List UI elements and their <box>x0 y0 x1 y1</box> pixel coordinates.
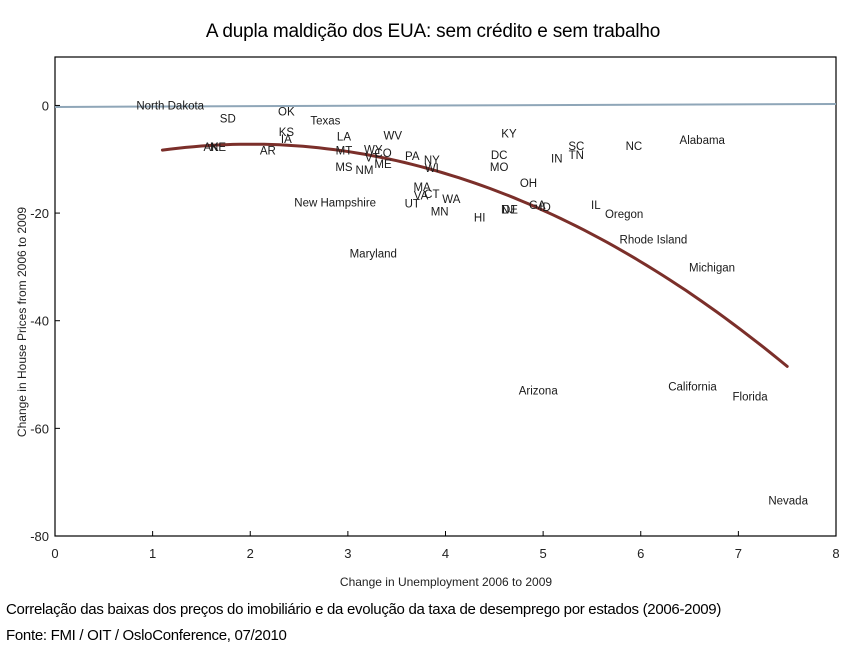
point-label: CT <box>424 189 439 201</box>
point-label: MA <box>413 182 431 194</box>
point-label: DC <box>491 150 508 162</box>
point-label: Maryland <box>350 248 397 260</box>
y-tick-label: -60 <box>30 421 49 436</box>
trend-curve <box>160 142 789 368</box>
point-label: SC <box>568 141 584 153</box>
x-tick-label: 7 <box>735 546 742 561</box>
x-tick-label: 0 <box>51 546 58 561</box>
point-label: Texas <box>310 116 340 128</box>
point-label: Rhode Island <box>620 234 688 246</box>
point-label: DE <box>502 204 518 216</box>
x-tick-label: 3 <box>344 546 351 561</box>
point-label: MN <box>431 206 449 218</box>
point-label: AR <box>260 146 276 158</box>
y-tick-label: 0 <box>42 98 49 113</box>
point-label: New Hampshire <box>294 197 376 209</box>
point-label: GA <box>529 200 546 212</box>
point-label: Florida <box>733 392 769 404</box>
point-label: NE <box>210 142 226 154</box>
point-label: NM <box>356 165 374 177</box>
point-label: KY <box>501 128 517 140</box>
point-label: WY <box>364 145 383 157</box>
point-label: AK <box>204 142 220 154</box>
point-label: UT <box>405 198 420 210</box>
point-label: North Dakota <box>136 100 204 112</box>
x-tick-label: 8 <box>832 546 839 561</box>
point-label: IN <box>551 154 563 166</box>
point-label: NJ <box>501 204 515 216</box>
point-label: VT <box>365 153 380 165</box>
point-label: VA <box>414 190 429 202</box>
x-axis-ticks: 0 1 2 3 4 5 6 7 8 <box>51 531 840 561</box>
caption-source: Fonte: FMI / OIT / OsloConference, 07/20… <box>6 627 287 644</box>
trend-curve-group <box>160 142 789 368</box>
caption-description: Correlação das baixas dos preços do imob… <box>6 601 722 618</box>
x-tick-label: 5 <box>540 546 547 561</box>
x-axis-label: Change in Unemployment 2006 to 2009 <box>340 575 552 589</box>
point-label: MO <box>490 162 509 174</box>
y-axis-label: Change in House Prices from 2006 to 2009 <box>15 207 29 437</box>
point-label: HI <box>474 212 486 224</box>
y-axis-ticks: 0 -20 -40 -60 -80 <box>30 98 60 544</box>
point-label: IA <box>281 134 292 146</box>
point-label: IL <box>591 200 601 212</box>
point-label: Alabama <box>680 135 726 147</box>
point-label: PA <box>405 151 420 163</box>
point-label: Oregon <box>605 209 643 221</box>
point-label: WI <box>425 163 439 175</box>
x-tick-label: 2 <box>247 546 254 561</box>
point-label: WV <box>384 131 403 143</box>
zero-reference-line <box>54 102 837 108</box>
x-tick-label: 1 <box>149 546 156 561</box>
point-label: MT <box>336 146 353 158</box>
point-label: NY <box>424 155 440 167</box>
y-tick-label: -20 <box>30 206 49 221</box>
y-tick-label: -40 <box>30 314 49 329</box>
x-tick-label: 4 <box>442 546 449 561</box>
plot-area <box>54 56 837 537</box>
chart-title: A dupla maldição dos EUA: sem crédito e … <box>205 21 661 42</box>
point-label: NC <box>626 141 643 153</box>
point-label: ME <box>374 159 392 171</box>
point-label: OK <box>278 106 295 118</box>
point-label: CO <box>374 148 391 160</box>
point-label: California <box>668 381 717 393</box>
point-label: LA <box>337 132 351 144</box>
zero-reference-line-group <box>54 102 837 108</box>
point-label: MS <box>335 162 353 174</box>
point-label: TN <box>569 150 584 162</box>
point-label: OH <box>520 178 537 190</box>
point-label: WA <box>442 194 460 206</box>
y-tick-label: -80 <box>30 529 49 544</box>
x-tick-label: 6 <box>637 546 644 561</box>
plot-border <box>54 56 837 537</box>
point-label: SD <box>220 113 236 125</box>
point-label: KS <box>279 127 295 139</box>
point-label: Arizona <box>519 386 559 398</box>
point-label: Michigan <box>689 262 735 274</box>
point-label: Nevada <box>768 495 808 507</box>
point-label: ID <box>539 202 551 214</box>
